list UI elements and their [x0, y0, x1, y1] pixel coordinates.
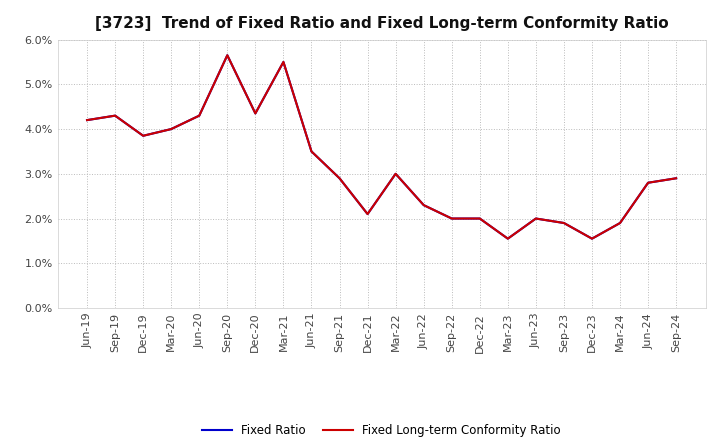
Fixed Ratio — [588, 236, 596, 241]
Line: Fixed Long-term Conformity Ratio: Fixed Long-term Conformity Ratio — [87, 55, 676, 238]
Fixed Ratio — [111, 113, 120, 118]
Fixed Ratio — [559, 220, 568, 226]
Fixed Ratio — [644, 180, 652, 185]
Fixed Long-term Conformity Ratio — [644, 180, 652, 185]
Fixed Ratio — [167, 126, 176, 132]
Fixed Ratio — [336, 176, 344, 181]
Fixed Long-term Conformity Ratio — [307, 149, 316, 154]
Fixed Ratio — [419, 202, 428, 208]
Fixed Ratio — [672, 176, 680, 181]
Fixed Long-term Conformity Ratio — [167, 126, 176, 132]
Fixed Long-term Conformity Ratio — [447, 216, 456, 221]
Fixed Long-term Conformity Ratio — [559, 220, 568, 226]
Fixed Ratio — [531, 216, 540, 221]
Fixed Ratio — [251, 111, 260, 116]
Fixed Ratio — [307, 149, 316, 154]
Title: [3723]  Trend of Fixed Ratio and Fixed Long-term Conformity Ratio: [3723] Trend of Fixed Ratio and Fixed Lo… — [95, 16, 668, 32]
Fixed Long-term Conformity Ratio — [139, 133, 148, 139]
Fixed Long-term Conformity Ratio — [419, 202, 428, 208]
Fixed Ratio — [195, 113, 204, 118]
Fixed Ratio — [83, 117, 91, 123]
Fixed Long-term Conformity Ratio — [83, 117, 91, 123]
Fixed Long-term Conformity Ratio — [279, 59, 288, 65]
Fixed Long-term Conformity Ratio — [475, 216, 484, 221]
Fixed Long-term Conformity Ratio — [251, 111, 260, 116]
Fixed Long-term Conformity Ratio — [223, 53, 232, 58]
Fixed Long-term Conformity Ratio — [111, 113, 120, 118]
Fixed Long-term Conformity Ratio — [672, 176, 680, 181]
Fixed Long-term Conformity Ratio — [588, 236, 596, 241]
Fixed Long-term Conformity Ratio — [195, 113, 204, 118]
Fixed Ratio — [616, 220, 624, 226]
Line: Fixed Ratio: Fixed Ratio — [87, 55, 676, 238]
Fixed Long-term Conformity Ratio — [531, 216, 540, 221]
Fixed Ratio — [475, 216, 484, 221]
Fixed Long-term Conformity Ratio — [336, 176, 344, 181]
Fixed Long-term Conformity Ratio — [503, 236, 512, 241]
Fixed Ratio — [391, 171, 400, 176]
Legend: Fixed Ratio, Fixed Long-term Conformity Ratio: Fixed Ratio, Fixed Long-term Conformity … — [197, 419, 566, 440]
Fixed Ratio — [279, 59, 288, 65]
Fixed Long-term Conformity Ratio — [364, 211, 372, 216]
Fixed Ratio — [364, 211, 372, 216]
Fixed Long-term Conformity Ratio — [616, 220, 624, 226]
Fixed Ratio — [139, 133, 148, 139]
Fixed Long-term Conformity Ratio — [391, 171, 400, 176]
Fixed Ratio — [447, 216, 456, 221]
Fixed Ratio — [503, 236, 512, 241]
Fixed Ratio — [223, 53, 232, 58]
